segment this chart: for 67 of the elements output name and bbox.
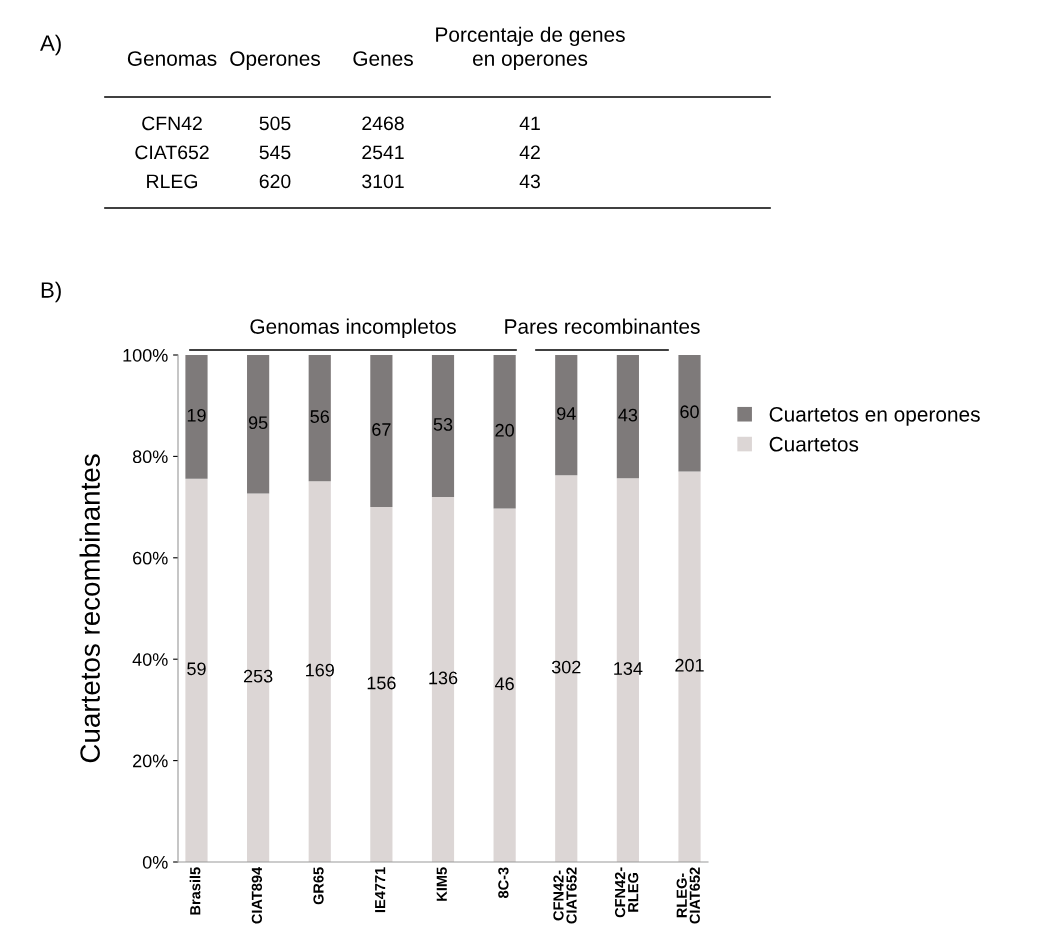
annotation: 95 (248, 416, 268, 430)
annotation: 60 (680, 405, 699, 419)
text: A) (40, 34, 61, 56)
chart-title: B) (41, 281, 61, 303)
x-tick-label: IE4771 (375, 867, 386, 913)
x-tick-label: CIAT894 (251, 866, 263, 924)
category-label: Genomas (127, 51, 217, 66)
text: 620 (259, 174, 291, 189)
bar (493, 508, 516, 862)
annotation: 94 (557, 407, 576, 420)
y-tick-label: 40% (132, 653, 168, 666)
text: 2468 (362, 116, 404, 131)
x-tick-label: GR65 (313, 867, 324, 905)
x-tick-label: Brasil5 (189, 867, 201, 915)
annotation: 201 (675, 658, 704, 672)
text: CIAT652 (135, 145, 209, 160)
text: 2541 (362, 145, 404, 160)
y-tick-label: 80% (132, 450, 168, 464)
y-tick-label: 60% (133, 551, 168, 565)
bar (185, 478, 208, 862)
annotation: 302 (551, 660, 581, 674)
x-tick-label: KIM5 (436, 867, 447, 901)
annotation: 19 (187, 408, 206, 422)
text: CFN42 (142, 116, 202, 131)
legend-label: Cuartetos en operones (769, 406, 980, 426)
category-label: Genes (353, 51, 413, 66)
text: 42 (519, 145, 540, 160)
text: 545 (259, 145, 291, 160)
text: Pares recombinantes (505, 318, 700, 334)
bar (555, 355, 578, 476)
text: RLEG (147, 174, 198, 189)
annotation: 46 (495, 677, 514, 691)
text: 43 (519, 174, 540, 189)
bar (493, 355, 516, 509)
x-tick-label: CFN42- CIAT652 (553, 867, 577, 924)
bar (616, 355, 639, 479)
y-tick-label: 20% (133, 754, 168, 768)
text: 3101 (362, 174, 404, 189)
annotation: 136 (429, 671, 458, 685)
annotation: 134 (614, 662, 643, 675)
annotation: 56 (310, 410, 329, 423)
bar (678, 355, 701, 472)
text: Genomas incompletos (250, 318, 456, 338)
y-axis-title: Cuartetos recombinantes (79, 454, 100, 763)
category-label: Operones (230, 51, 320, 70)
category-label: Porcentaje de genes en operones (436, 26, 625, 70)
bar (370, 355, 393, 508)
text: 41 (519, 116, 540, 131)
annotation: 43 (618, 408, 638, 422)
annotation: 169 (306, 663, 334, 677)
legend-label: Cuartetos (769, 436, 859, 452)
annotation: 53 (433, 418, 453, 431)
annotation: 20 (495, 423, 514, 437)
bar (185, 355, 208, 479)
bar (431, 355, 455, 497)
x-tick-label: 8C-3 (498, 867, 509, 899)
annotation: 253 (243, 669, 273, 683)
annotation: 156 (367, 676, 396, 690)
annotation: 67 (372, 423, 391, 436)
x-tick-label: CFN42- RLEG (614, 867, 639, 918)
bar (247, 355, 270, 494)
bar (308, 355, 331, 482)
text: 505 (259, 116, 291, 131)
y-tick-label: 0% (142, 855, 168, 869)
annotation: 59 (187, 662, 206, 676)
y-tick-label: 100% (123, 348, 168, 362)
x-tick-label: RLEG- CIAT652 (676, 867, 700, 924)
